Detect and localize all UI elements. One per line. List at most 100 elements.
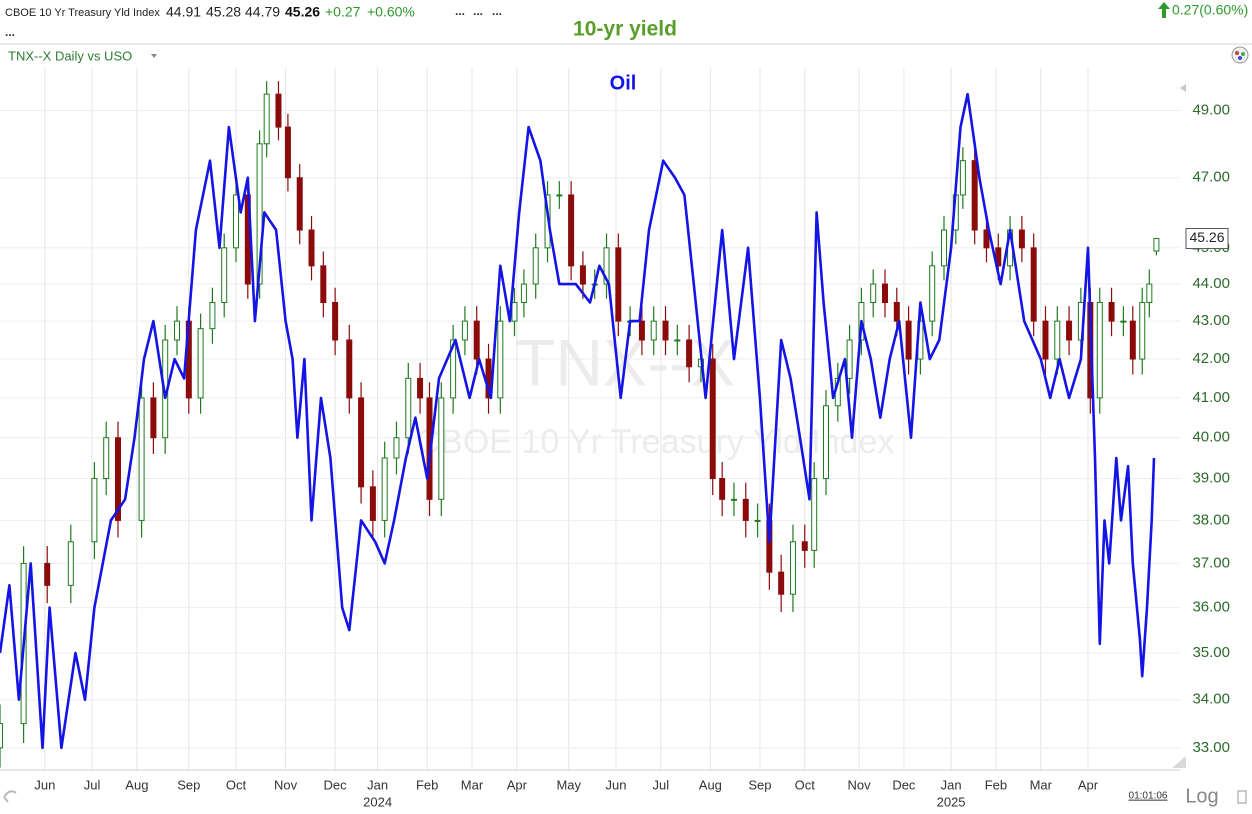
symbol-name: CBOE 10 Yr Treasury Yld Index — [5, 7, 160, 19]
candle-body — [778, 571, 785, 595]
candle-body — [674, 339, 681, 342]
candle-body — [381, 457, 388, 521]
candle-body — [882, 283, 888, 303]
candle-body — [789, 541, 796, 595]
candle-body — [67, 541, 74, 586]
candle-body — [115, 437, 121, 521]
watermark-name: CBOE 10 Yr Treasury Yld Index — [416, 423, 895, 461]
candle-body — [709, 358, 716, 480]
menu-dots[interactable]: ... — [492, 4, 502, 18]
candle-body — [1030, 247, 1037, 322]
candle-body — [473, 320, 480, 360]
candle-body — [461, 320, 468, 341]
y-tick-label: 35.00 — [1192, 644, 1230, 661]
x-tick-label: Jul — [84, 777, 101, 792]
right-change: 0.27(0.60%) — [1172, 2, 1248, 18]
scroll-arrow[interactable] — [1180, 84, 1186, 92]
open-value: 44.91 — [166, 4, 201, 20]
candle-body — [959, 160, 966, 196]
x-tick-label: Dec — [324, 777, 348, 792]
page-icon[interactable] — [1237, 790, 1247, 804]
candle-body — [1066, 320, 1073, 341]
candle-body — [417, 377, 424, 399]
candle-body — [221, 247, 228, 303]
candle-body — [941, 229, 947, 267]
settings-icon[interactable] — [1231, 46, 1249, 64]
candle-body — [1120, 320, 1127, 323]
x-tick-label: Feb — [985, 777, 1007, 792]
menu-dots[interactable]: ... — [455, 4, 465, 18]
header-bar — [0, 0, 1252, 44]
candle-body — [1042, 320, 1049, 360]
candle-body — [742, 498, 749, 521]
menu-dots[interactable]: ... — [5, 25, 15, 39]
x-tick-label: Oct — [795, 777, 816, 792]
candle-body — [801, 541, 808, 551]
candle-body — [233, 194, 239, 249]
clock: 01:01:06 — [1129, 791, 1168, 802]
candle-body — [823, 405, 829, 480]
change-value: +0.27 — [325, 4, 361, 20]
candle-body — [929, 265, 936, 322]
y-tick-label: 43.00 — [1192, 312, 1230, 329]
candle-body — [150, 397, 157, 439]
candle-body — [393, 437, 400, 459]
settings-icon-dot — [1235, 51, 1239, 55]
x-tick-label: Mar — [461, 777, 484, 792]
dropdown-caret[interactable] — [151, 54, 157, 58]
y-tick-label: 39.00 — [1192, 470, 1230, 487]
candle-body — [719, 478, 726, 500]
x-tick-label: Jun — [34, 777, 55, 792]
x-tick-label: Jan — [367, 777, 388, 792]
x-tick-label: Sep — [177, 777, 200, 792]
candle-body — [1054, 320, 1061, 360]
candle-body — [650, 320, 657, 341]
candle-body — [511, 301, 518, 322]
candle-body — [284, 126, 291, 179]
price-tag: 45.26 — [1189, 229, 1224, 245]
resize-grip[interactable] — [1172, 756, 1186, 768]
candle-body — [893, 301, 900, 322]
oil-line — [0, 92, 1156, 750]
menu-dots[interactable]: ... — [473, 4, 483, 18]
candle-body — [638, 320, 645, 341]
candle-body — [1153, 238, 1160, 252]
candle-body — [1096, 301, 1103, 399]
low-value: 44.79 — [245, 4, 280, 20]
x-tick-label: Sep — [748, 777, 771, 792]
x-tick-label: Nov — [274, 777, 298, 792]
candle-body — [296, 177, 303, 231]
candle-body — [615, 247, 622, 322]
y-tick-label: 37.00 — [1192, 554, 1230, 571]
y-tick-label: 42.00 — [1192, 350, 1230, 367]
candle-body — [686, 339, 693, 368]
candle-body — [275, 93, 282, 128]
back-icon[interactable] — [3, 790, 17, 803]
settings-icon-dot — [1241, 52, 1245, 56]
candle-body — [438, 397, 445, 500]
candle-body — [1018, 229, 1025, 249]
y-tick-label: 49.00 — [1192, 102, 1230, 119]
candle-body — [532, 247, 539, 285]
y-tick-label: 44.00 — [1192, 275, 1230, 292]
overlay-label: Oil — [610, 72, 637, 94]
chart-title: 10-yr yield — [573, 18, 677, 41]
log-toggle[interactable]: Log — [1185, 785, 1218, 807]
high-value: 45.28 — [206, 4, 241, 20]
candle-body — [662, 320, 669, 341]
candle-body — [103, 437, 110, 480]
candle-body — [358, 397, 365, 488]
candle-body — [91, 478, 98, 543]
candle-body — [603, 247, 610, 285]
candle-body — [846, 339, 853, 379]
candle-body — [346, 339, 353, 399]
chart-subtitle[interactable]: TNX--X Daily vs USO — [8, 48, 132, 63]
candle-body — [730, 498, 737, 501]
candle-body — [450, 339, 457, 399]
last-value: 45.26 — [285, 4, 320, 20]
y-tick-label: 40.00 — [1192, 429, 1230, 446]
candle-body — [754, 519, 761, 522]
